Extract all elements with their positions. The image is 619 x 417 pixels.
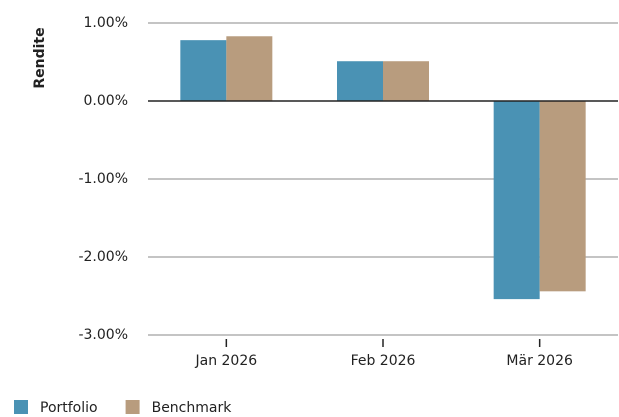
y-tick-label: -1.00%	[78, 171, 128, 187]
y-tick-label: -2.00%	[78, 249, 128, 265]
x-tick-label: Mär 2026	[506, 353, 573, 369]
y-axis-label: Rendite	[32, 27, 48, 88]
x-tick-label: Jan 2026	[194, 353, 257, 369]
bar	[539, 101, 586, 292]
bar	[226, 36, 273, 102]
y-tick-label: 1.00%	[84, 15, 128, 31]
legend-label: Benchmark	[152, 400, 233, 416]
bar	[180, 40, 227, 101]
x-tick-label: Feb 2026	[351, 353, 416, 369]
bar	[493, 101, 540, 300]
bar	[337, 61, 383, 101]
y-tick-label: 0.00%	[84, 93, 128, 109]
legend-label: Portfolio	[40, 400, 98, 416]
legend-swatch	[125, 400, 140, 414]
legend-swatch	[14, 400, 28, 414]
y-tick-label: -3.00%	[78, 327, 128, 343]
bar	[383, 61, 429, 101]
